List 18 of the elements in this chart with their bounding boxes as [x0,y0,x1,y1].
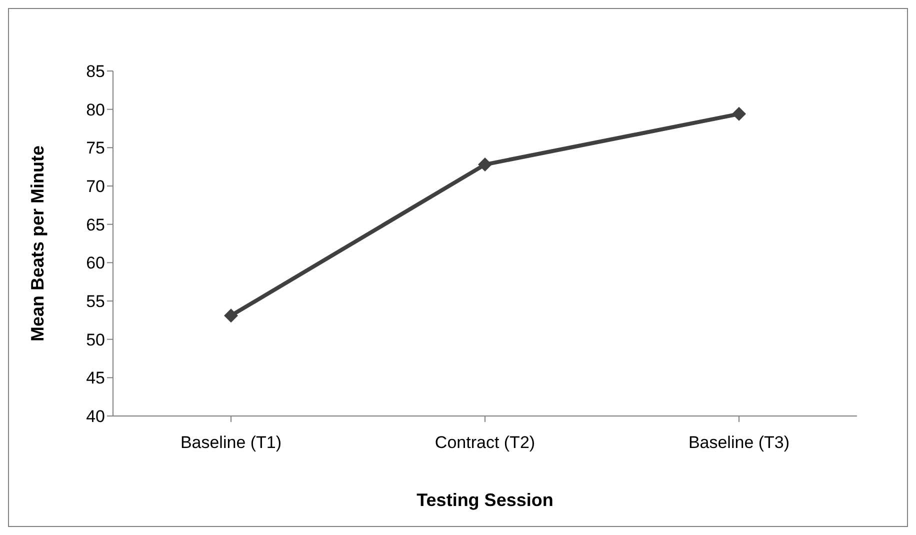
x-tick-label: Baseline (T1) [180,433,282,452]
y-tick-label: 50 [86,330,105,350]
y-tick-label: 85 [86,62,105,82]
x-tick-label: Contract (T2) [434,433,536,452]
point [732,106,746,121]
y-tick-label: 65 [86,215,105,234]
point [478,158,492,172]
y-tick-label: 40 [86,407,105,426]
x-tick-label: Baseline (T3) [688,433,790,452]
point [224,308,238,323]
y-tick-label: 55 [86,292,105,312]
y-tick-label: 75 [86,138,105,158]
y-tick-label: 60 [86,254,105,273]
y-tick-label: 45 [86,368,105,388]
y-tick-label: 70 [86,177,105,196]
y-axis-title: Mean Beats per Minute [27,145,48,342]
x-axis-title: Testing Session [416,490,554,510]
y-tick-label: 80 [86,100,105,120]
